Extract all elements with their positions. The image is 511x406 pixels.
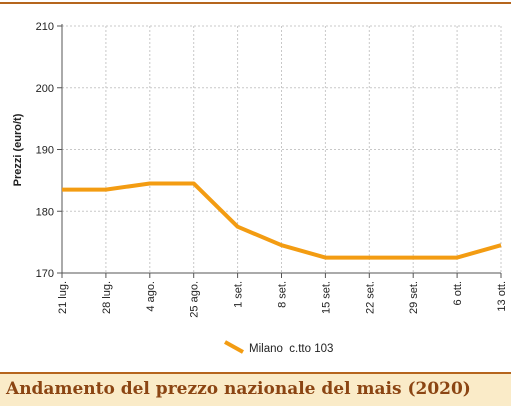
x-tick-label: 15 set. <box>320 281 332 314</box>
y-axis-label: Prezzi (euro/t) <box>12 113 24 186</box>
x-tick-label: 21 lug. <box>57 281 69 314</box>
x-tick-label: 22 set. <box>364 281 376 314</box>
legend-swatch <box>224 340 244 354</box>
x-tick-labels: 21 lug. 28 lug. 4 ago. 25 ago. 1 set. 8 set. 1… <box>57 281 508 318</box>
caption-title: Andamento del prezzo nazionale del mais … <box>6 379 471 399</box>
legend-label: Milano c.tto 103 <box>249 343 333 355</box>
y-tick-label: 190 <box>36 145 54 157</box>
x-tick-label: 8 set. <box>277 281 289 308</box>
y-tick-label: 180 <box>36 206 54 218</box>
top-rule <box>0 2 511 4</box>
x-tick-label: 1 set. <box>233 281 245 308</box>
x-tick-label: 25 ago. <box>189 281 201 318</box>
y-tick-labels: 170 180 190 200 210 <box>36 21 54 280</box>
x-tick-label: 6 ott. <box>452 281 464 305</box>
axis-layer <box>57 24 502 278</box>
caption-bar: Andamento del prezzo nazionale del mais … <box>0 372 511 406</box>
y-tick-label: 210 <box>36 21 54 33</box>
y-tick-label: 200 <box>36 83 54 95</box>
legend: Milano c.tto 103 <box>224 340 333 355</box>
x-tick-label: 13 ott. <box>496 281 508 312</box>
y-tick-label: 170 <box>36 268 54 280</box>
x-tick-label: 28 lug. <box>101 281 113 314</box>
series-layer <box>62 181 502 260</box>
x-tick-label: 29 set. <box>408 281 420 314</box>
grid-layer <box>62 25 502 273</box>
series-line <box>62 181 502 260</box>
x-tick-label: 4 ago. <box>145 281 157 312</box>
